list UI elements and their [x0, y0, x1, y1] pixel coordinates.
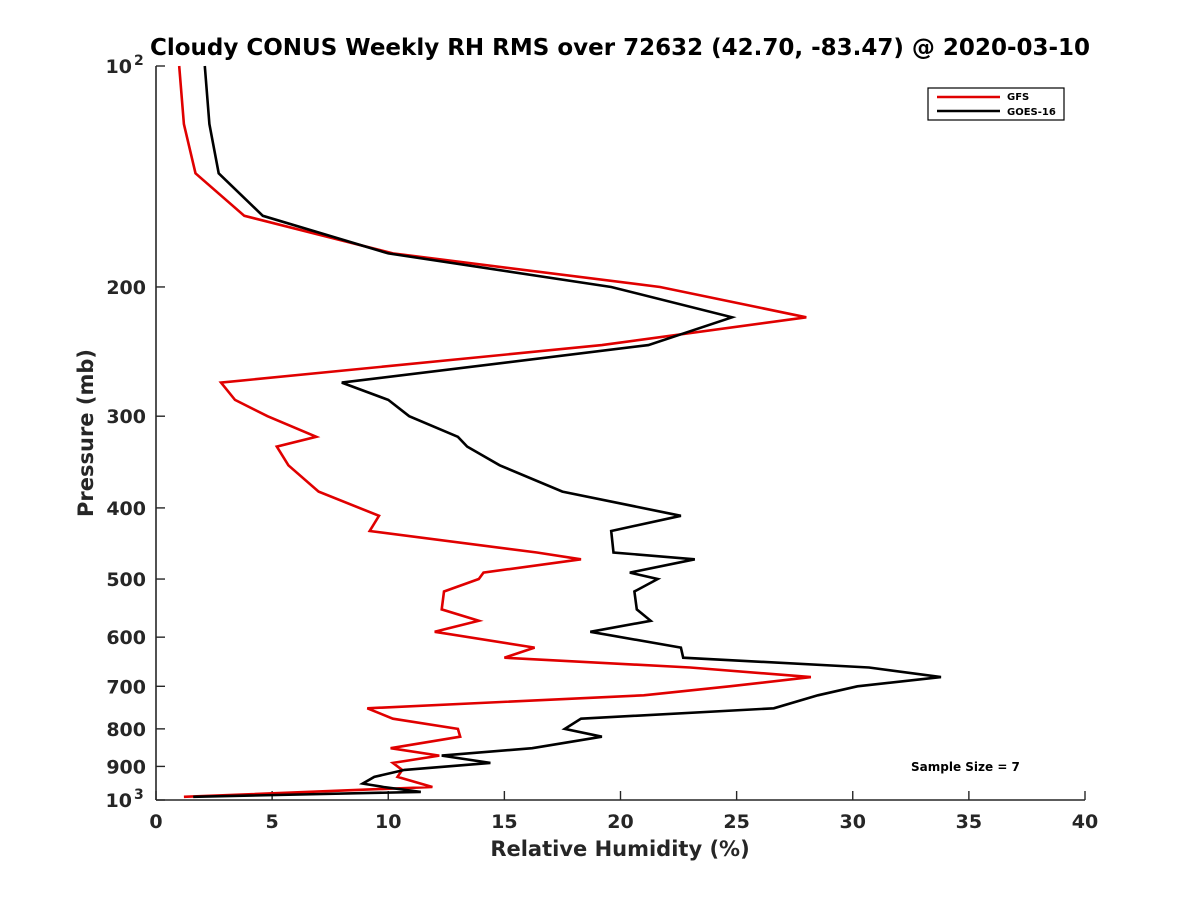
- legend-label-gfs: GFS: [1007, 92, 1029, 103]
- x-tick-label: 40: [1072, 811, 1098, 833]
- y-tick-label: 10: [106, 790, 132, 812]
- legend-box: [927, 87, 1065, 121]
- y-tick-label: 10: [106, 56, 132, 78]
- y-tick-label: 200: [106, 277, 146, 299]
- y-tick-label: 500: [106, 569, 146, 591]
- legend-label-goes-16: GOES-16: [1007, 107, 1056, 118]
- sample-size-annotation: Sample Size = 7: [911, 760, 1020, 774]
- y-tick-exponent: 3: [134, 787, 144, 803]
- chart-title: Cloudy CONUS Weekly RH RMS over 72632 (4…: [150, 35, 1090, 61]
- x-ticks: 0 5 10 15 20 25 30 35 40: [149, 791, 1098, 833]
- x-tick-label: 10: [375, 811, 401, 833]
- y-tick-label: 800: [106, 719, 146, 741]
- legend: GFS GOES-16: [927, 87, 1065, 121]
- series-line-goes-16: [193, 65, 942, 799]
- plot-area: [155, 66, 1085, 801]
- x-tick-label: 25: [723, 811, 749, 833]
- y-tick-label: 300: [106, 406, 146, 428]
- y-axis-label: Pressure (mb): [74, 349, 98, 517]
- series-layer: [177, 65, 942, 799]
- x-tick-label: 15: [491, 811, 517, 833]
- x-axis-label: Relative Humidity (%): [490, 837, 749, 861]
- x-tick-label: 35: [956, 811, 982, 833]
- y-tick-exponent: 2: [134, 53, 144, 69]
- y-tick-label: 600: [106, 627, 146, 649]
- x-tick-label: 30: [840, 811, 866, 833]
- series-line-gfs: [177, 65, 812, 799]
- x-tick-label: 5: [266, 811, 279, 833]
- y-tick-label: 700: [106, 676, 146, 698]
- y-tick-label: 900: [106, 756, 146, 778]
- x-tick-label: 0: [149, 811, 162, 833]
- y-tick-label: 400: [106, 498, 146, 520]
- x-tick-label: 20: [607, 811, 633, 833]
